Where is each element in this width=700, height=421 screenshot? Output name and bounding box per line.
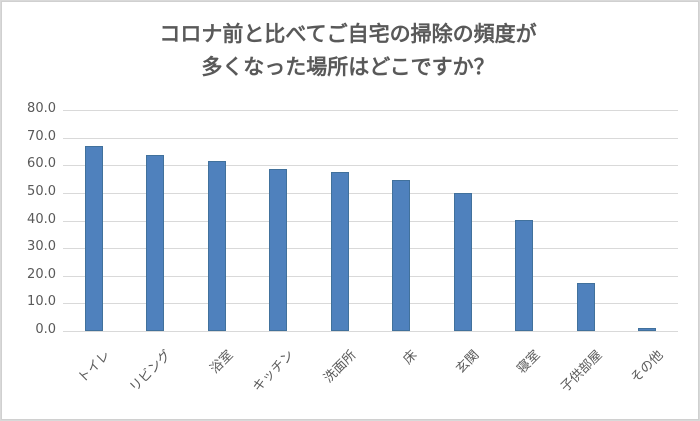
bar (392, 180, 411, 331)
gridline (63, 193, 678, 194)
x-tick-label: 玄関 (453, 347, 483, 377)
bar (146, 155, 165, 331)
chart-title-line-2: 多くなった場所はどこですか？ (201, 55, 495, 79)
bar (515, 219, 534, 331)
bar (576, 282, 595, 331)
gridline (63, 110, 678, 111)
x-tick-label: リビング (127, 347, 175, 396)
y-tick-label: 40.0 (27, 212, 56, 227)
y-tick-label: 10.0 (27, 294, 56, 309)
bar (638, 327, 657, 331)
chart-title-line-1: コロナ前と比べてご自宅の掃除の頻度が (159, 22, 537, 46)
x-tick-label: 寝室 (514, 347, 544, 377)
x-tick-label: 子供部屋 (557, 347, 606, 396)
x-tick-label: 浴室 (207, 347, 237, 377)
gridline (63, 331, 678, 332)
x-tick-label: トイレ (74, 347, 114, 387)
y-tick-label: 30.0 (27, 239, 56, 254)
bar (207, 160, 226, 331)
x-tick-label: 床 (400, 347, 421, 368)
x-tick-label: キッチン (250, 347, 298, 396)
x-tick-label: 洗面所 (320, 347, 360, 387)
gridline (63, 138, 678, 139)
y-tick-label: 80.0 (27, 101, 56, 116)
y-tick-label: 60.0 (27, 156, 56, 171)
gridline (63, 165, 678, 166)
bar (269, 168, 288, 331)
y-tick-label: 50.0 (27, 184, 56, 199)
gridline (63, 276, 678, 277)
gridline (63, 248, 678, 249)
y-tick-label: 0.0 (35, 322, 56, 337)
bar (453, 192, 472, 331)
x-tick-label: その他 (628, 347, 667, 387)
y-tick-label: 70.0 (27, 129, 56, 144)
bar (84, 145, 103, 331)
chart-title: コロナ前と比べてご自宅の掃除の頻度が 多くなった場所はどこですか？ (0, 18, 696, 84)
bar (330, 172, 349, 331)
gridline (63, 221, 678, 222)
gridline (63, 303, 678, 304)
y-tick-label: 20.0 (27, 267, 56, 282)
